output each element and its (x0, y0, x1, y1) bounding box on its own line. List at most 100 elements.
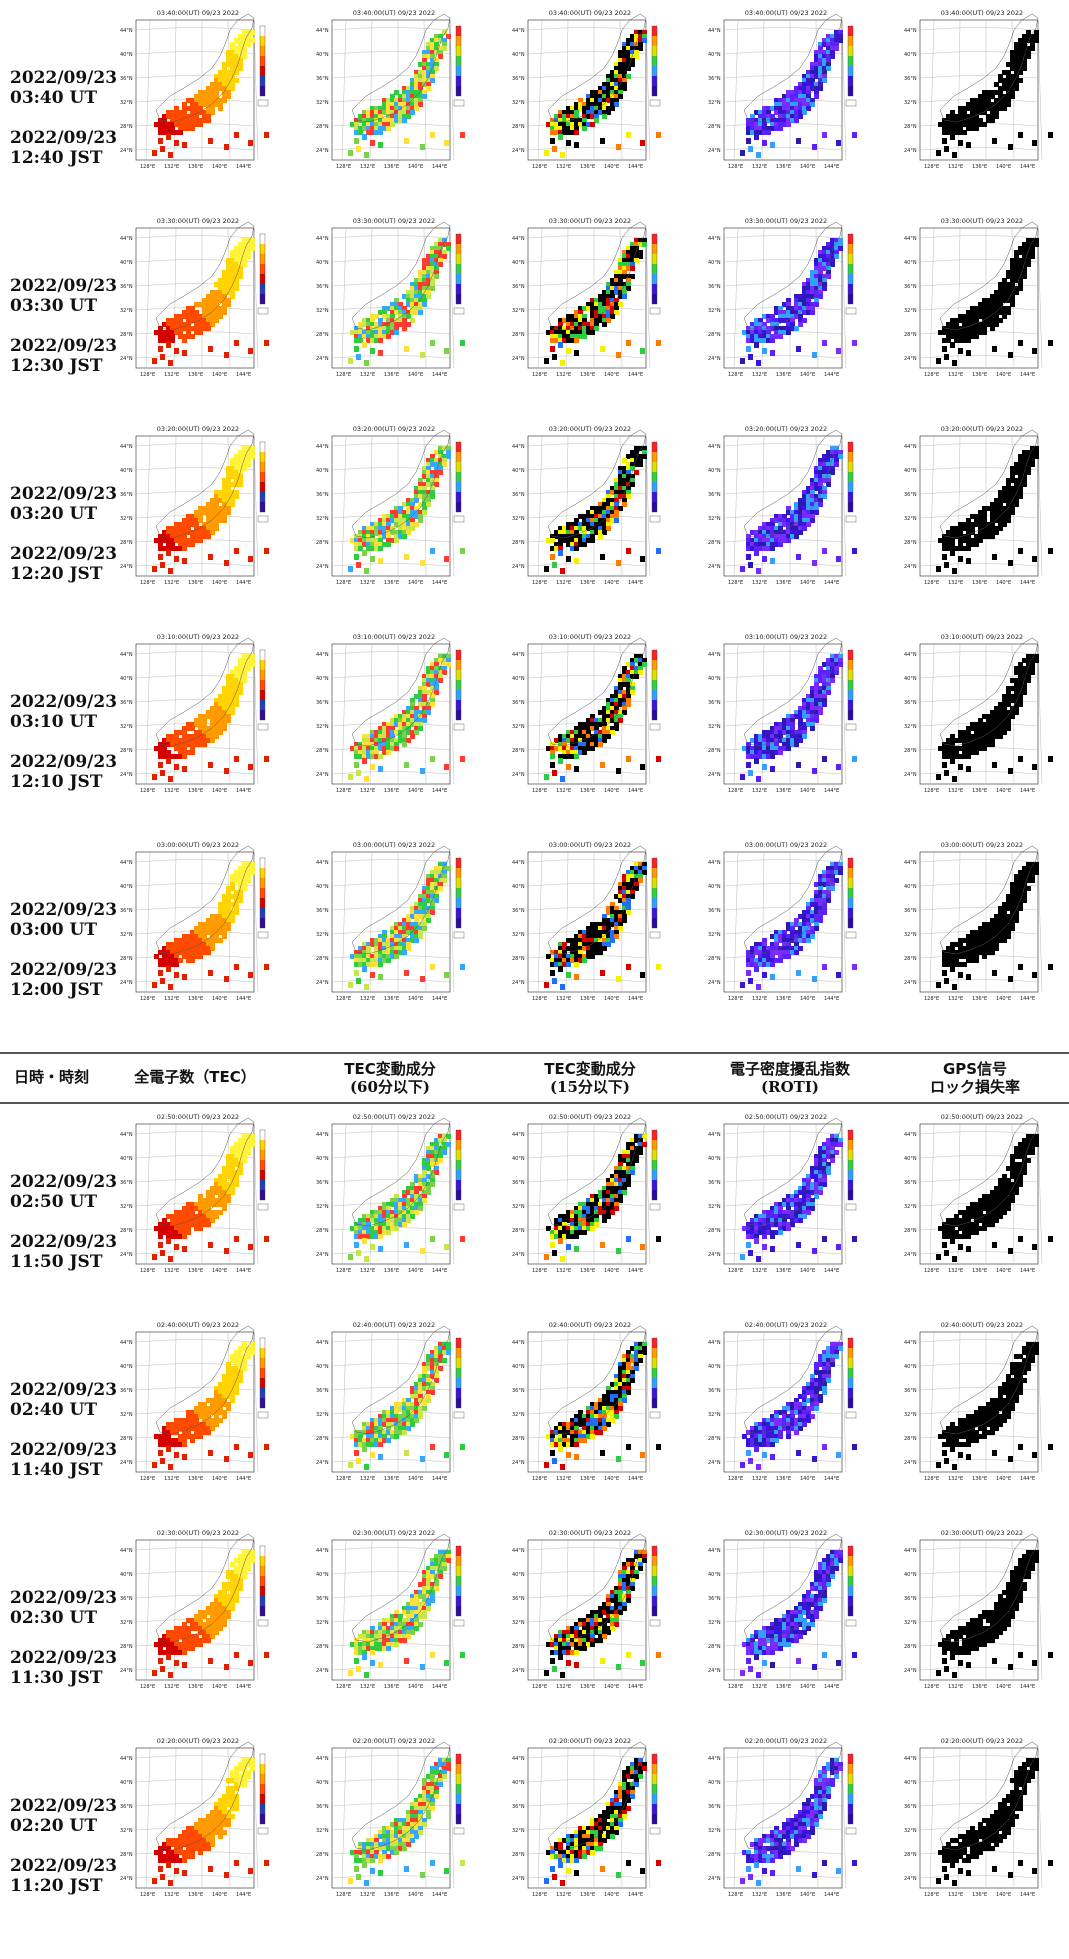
jst-date: 2022/09/23 (10, 1648, 118, 1668)
ut-time: 2022/09/23 02:30 UT (10, 1588, 117, 1628)
tec60-map: 02:50:00(UT) 09/23 2022 44°N 40°N 36°N 32°N 2… (304, 1112, 484, 1292)
lat-tick-label: 32°N (316, 1828, 329, 1834)
lat-tick-label: 44°N (120, 1340, 133, 1346)
lon-tick-label: 144°E (824, 372, 839, 378)
lat-tick-label: 28°N (120, 332, 133, 338)
map-title: 02:40:00(UT) 09/23 2022 (549, 1321, 631, 1329)
tec-map: 03:30:00(UT) 09/23 2022 44°N 40°N 36°N 32°N 2… (108, 216, 288, 396)
lon-tick-label: 144°E (628, 580, 643, 586)
colorbar (259, 649, 266, 721)
lat-tick-label: 32°N (120, 100, 133, 106)
lat-tick-label: 36°N (904, 1388, 917, 1394)
lon-tick-label: 144°E (432, 996, 447, 1002)
lat-tick-label: 24°N (316, 1460, 329, 1466)
lon-tick-label: 144°E (1020, 164, 1035, 170)
lon-tick-label: 140°E (212, 580, 227, 586)
lat-tick-label: 28°N (512, 332, 525, 338)
lat-tick-label: 44°N (512, 236, 525, 242)
colorbar (259, 1545, 266, 1617)
lat-tick-label: 36°N (708, 700, 721, 706)
jst-time: 2022/09/23 11:50 JST (10, 1232, 117, 1272)
lat-tick-label: 24°N (904, 772, 917, 778)
lon-tick-label: 144°E (432, 1268, 447, 1274)
lon-tick-label: 132°E (752, 1476, 767, 1482)
lon-tick-label: 144°E (236, 1684, 251, 1690)
lon-tick-label: 132°E (360, 164, 375, 170)
lat-tick-label: 28°N (120, 1436, 133, 1442)
lat-tick-label: 44°N (120, 236, 133, 242)
lat-tick-label: 24°N (904, 1876, 917, 1882)
data-cells (348, 1758, 465, 1886)
lon-tick-label: 128°E (140, 1892, 155, 1898)
tec-map: 03:00:00(UT) 09/23 2022 44°N 40°N 36°N 32°N 2… (108, 840, 288, 1020)
data-cells (544, 862, 661, 990)
lat-tick-label: 40°N (316, 884, 329, 890)
lat-tick-label: 44°N (904, 28, 917, 34)
lon-tick-label: 128°E (140, 580, 155, 586)
tec15-map: 02:50:00(UT) 09/23 2022 44°N 40°N 36°N 32°N 2… (500, 1112, 680, 1292)
lat-tick-label: 36°N (512, 1804, 525, 1810)
lat-tick-label: 40°N (904, 52, 917, 58)
lon-tick-label: 132°E (556, 1892, 571, 1898)
lat-tick-label: 44°N (512, 860, 525, 866)
lat-tick-label: 24°N (708, 148, 721, 154)
lon-tick-label: 144°E (432, 1684, 447, 1690)
jst-clock: 12:20 JST (10, 564, 103, 584)
lat-tick-label: 32°N (708, 308, 721, 314)
data-cells (740, 238, 857, 366)
colorbar (651, 441, 658, 513)
lat-tick-label: 28°N (708, 1644, 721, 1650)
lat-tick-label: 28°N (708, 748, 721, 754)
lon-tick-label: 144°E (236, 164, 251, 170)
jst-date: 2022/09/23 (10, 752, 118, 772)
lat-tick-label: 44°N (904, 1340, 917, 1346)
lon-tick-label: 140°E (800, 1268, 815, 1274)
map-title: 03:40:00(UT) 09/23 2022 (157, 9, 239, 17)
roti-map: 03:30:00(UT) 09/23 2022 44°N 40°N 36°N 32°N 2… (696, 216, 876, 396)
tec-map-canvas: 03:40:00(UT) 09/23 2022 44°N 40°N 36°N 32°N 2… (120, 9, 269, 170)
colorbar (259, 441, 266, 513)
lat-tick-label: 36°N (904, 76, 917, 82)
roti-map: 02:50:00(UT) 09/23 2022 44°N 40°N 36°N 32°N 2… (696, 1112, 876, 1292)
lat-tick-label: 24°N (708, 1252, 721, 1258)
lat-tick-label: 24°N (512, 1252, 525, 1258)
lat-tick-label: 32°N (904, 932, 917, 938)
data-cells (936, 1342, 1053, 1470)
lon-tick-label: 136°E (776, 372, 791, 378)
data-cells (740, 654, 857, 782)
tec15-map-canvas: 03:30:00(UT) 09/23 2022 44°N 40°N 36°N 32°N 2… (512, 217, 661, 378)
tec60-map: 03:30:00(UT) 09/23 2022 44°N 40°N 36°N 32°N 2… (304, 216, 484, 396)
ut-date: 2022/09/23 (10, 276, 118, 296)
lon-tick-label: 132°E (556, 580, 571, 586)
lon-tick-label: 140°E (408, 1476, 423, 1482)
map-title: 03:20:00(UT) 09/23 2022 (157, 425, 239, 433)
lon-tick-label: 144°E (236, 580, 251, 586)
lat-tick-label: 28°N (512, 1644, 525, 1650)
lat-tick-label: 24°N (120, 564, 133, 570)
lat-tick-label: 44°N (904, 1548, 917, 1554)
roti-map-canvas: 03:00:00(UT) 09/23 2022 44°N 40°N 36°N 32°N 2… (708, 841, 857, 1002)
roti-map: 03:20:00(UT) 09/23 2022 44°N 40°N 36°N 32°N 2… (696, 424, 876, 604)
jst-date: 2022/09/23 (10, 128, 118, 148)
lon-tick-label: 140°E (800, 1476, 815, 1482)
data-cells (936, 862, 1053, 990)
ut-time: 2022/09/23 03:20 UT (10, 484, 117, 524)
map-title: 03:30:00(UT) 09/23 2022 (941, 217, 1023, 225)
lat-tick-label: 36°N (708, 1596, 721, 1602)
lon-tick-label: 140°E (996, 788, 1011, 794)
lon-tick-label: 140°E (604, 788, 619, 794)
data-cells (152, 862, 269, 990)
ut-date: 2022/09/23 (10, 484, 118, 504)
map-title: 02:50:00(UT) 09/23 2022 (353, 1113, 435, 1121)
lon-tick-label: 128°E (532, 1684, 547, 1690)
lon-tick-label: 132°E (164, 1476, 179, 1482)
lon-tick-label: 136°E (972, 788, 987, 794)
lat-tick-label: 24°N (904, 148, 917, 154)
lat-tick-label: 36°N (316, 284, 329, 290)
data-cells (348, 1134, 465, 1262)
lat-tick-label: 44°N (708, 1132, 721, 1138)
data-cells (740, 30, 857, 158)
lon-tick-label: 140°E (212, 372, 227, 378)
lat-tick-label: 28°N (120, 748, 133, 754)
roti-map-canvas: 02:20:00(UT) 09/23 2022 44°N 40°N 36°N 32°N 2… (708, 1737, 857, 1898)
